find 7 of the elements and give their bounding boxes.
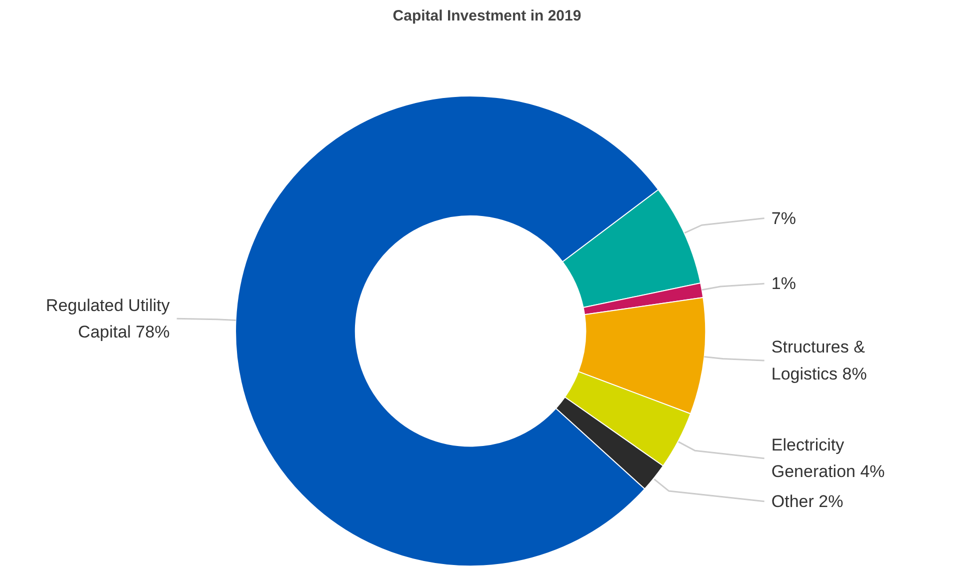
data-label: 7%	[771, 208, 796, 228]
chart-title: Capital Investment in 2019	[392, 8, 582, 24]
slice-label: Other 2%	[771, 492, 844, 511]
slice-label: Electricity Generation 4%	[771, 436, 885, 482]
slice-label: Structures & Logistics 8%	[771, 338, 867, 384]
data-label: 1%	[771, 274, 796, 294]
slice-label: Regulated Utility Capital 78%	[46, 296, 170, 342]
